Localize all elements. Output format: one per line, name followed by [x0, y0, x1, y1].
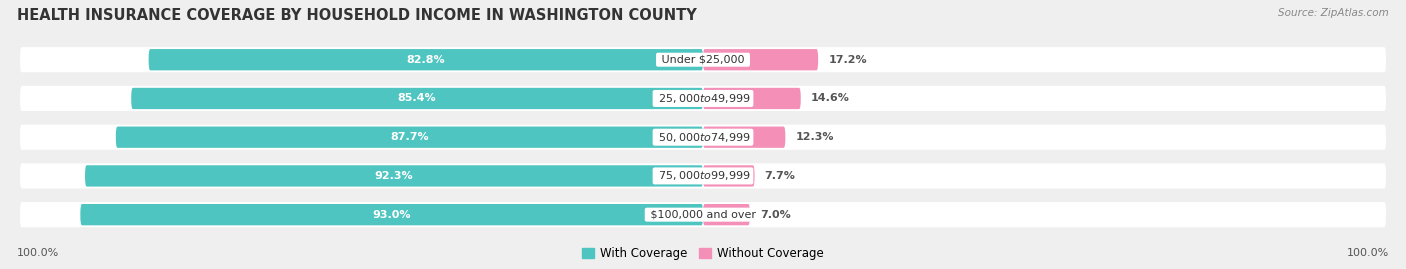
Text: HEALTH INSURANCE COVERAGE BY HOUSEHOLD INCOME IN WASHINGTON COUNTY: HEALTH INSURANCE COVERAGE BY HOUSEHOLD I… [17, 8, 696, 23]
FancyBboxPatch shape [84, 165, 703, 187]
Text: 87.7%: 87.7% [389, 132, 429, 142]
Text: $25,000 to $49,999: $25,000 to $49,999 [655, 92, 751, 105]
Text: 14.6%: 14.6% [811, 93, 849, 104]
Text: 100.0%: 100.0% [1347, 248, 1389, 258]
FancyBboxPatch shape [20, 163, 1386, 189]
Legend: With Coverage, Without Coverage: With Coverage, Without Coverage [582, 247, 824, 260]
Text: 7.0%: 7.0% [759, 210, 790, 220]
Text: 17.2%: 17.2% [828, 55, 868, 65]
Text: $75,000 to $99,999: $75,000 to $99,999 [655, 169, 751, 182]
Text: Source: ZipAtlas.com: Source: ZipAtlas.com [1278, 8, 1389, 18]
FancyBboxPatch shape [20, 86, 1386, 111]
Text: 82.8%: 82.8% [406, 55, 446, 65]
Text: 92.3%: 92.3% [375, 171, 413, 181]
FancyBboxPatch shape [703, 165, 755, 187]
FancyBboxPatch shape [80, 204, 703, 225]
FancyBboxPatch shape [131, 88, 703, 109]
FancyBboxPatch shape [703, 204, 749, 225]
FancyBboxPatch shape [20, 202, 1386, 227]
Text: $50,000 to $74,999: $50,000 to $74,999 [655, 131, 751, 144]
FancyBboxPatch shape [149, 49, 703, 70]
FancyBboxPatch shape [20, 125, 1386, 150]
FancyBboxPatch shape [20, 47, 1386, 72]
Text: Under $25,000: Under $25,000 [658, 55, 748, 65]
Text: 100.0%: 100.0% [17, 248, 59, 258]
FancyBboxPatch shape [703, 126, 786, 148]
FancyBboxPatch shape [115, 126, 703, 148]
Text: $100,000 and over: $100,000 and over [647, 210, 759, 220]
Text: 7.7%: 7.7% [765, 171, 796, 181]
FancyBboxPatch shape [703, 88, 801, 109]
FancyBboxPatch shape [703, 49, 818, 70]
Text: 85.4%: 85.4% [398, 93, 436, 104]
Text: 93.0%: 93.0% [373, 210, 411, 220]
Text: 12.3%: 12.3% [796, 132, 834, 142]
